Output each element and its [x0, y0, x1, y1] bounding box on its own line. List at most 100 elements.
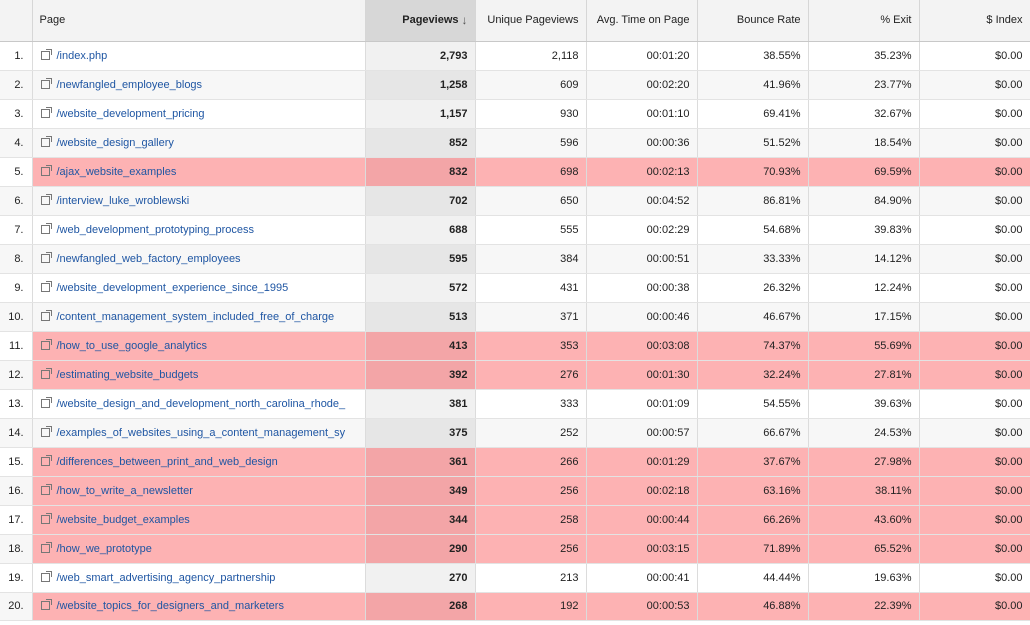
page-link[interactable]: /index.php	[56, 49, 108, 62]
table-row: 17. /website_budget_examples 344 258 00:00:4…	[0, 505, 1030, 535]
unique-pageviews-cell: 698	[475, 157, 587, 187]
page-link[interactable]: /newfangled_employee_blogs	[56, 78, 203, 91]
page-link[interactable]: /content_management_system_included_free…	[56, 310, 335, 323]
header-bounce-rate-label: Bounce Rate	[736, 14, 801, 27]
table-row: 16. /how_to_write_a_newsletter 349 256 00:02…	[0, 476, 1030, 506]
page-cell: /content_management_system_included_free…	[32, 302, 366, 332]
table-row: 5. /ajax_website_examples 832 698 00:02:13 70…	[0, 157, 1030, 187]
avg-time-cell: 00:03:08	[586, 331, 698, 361]
page-link[interactable]: /website_budget_examples	[56, 513, 190, 526]
row-number: 9.	[0, 273, 33, 303]
open-external-icon[interactable]	[40, 454, 52, 466]
page-link[interactable]: /newfangled_web_factory_employees	[56, 252, 241, 265]
page-link[interactable]: /website_design_gallery	[56, 136, 174, 149]
bounce-rate-cell: 33.33%	[697, 244, 809, 274]
open-external-icon[interactable]	[40, 541, 52, 553]
pageviews-cell: 702	[365, 186, 476, 216]
row-number: 11.	[0, 331, 33, 361]
unique-pageviews-cell: 596	[475, 128, 587, 158]
open-external-icon[interactable]	[40, 106, 52, 118]
page-link[interactable]: /website_development_experience_since_19…	[56, 281, 289, 294]
page-link[interactable]: /how_we_prototype	[56, 542, 152, 555]
table-row: 1. /index.php 2,793 2,118 00:01:20 38.55% 35.2…	[0, 41, 1030, 71]
header-page[interactable]: Page	[32, 0, 366, 42]
exit-cell: 39.83%	[808, 215, 920, 245]
table-row: 9. /website_development_experience_since_…	[0, 273, 1030, 303]
open-external-icon[interactable]	[40, 396, 52, 408]
exit-cell: 23.77%	[808, 70, 920, 100]
avg-time-cell: 00:00:57	[586, 418, 698, 448]
header-unique-pageviews-label: Unique Pageviews	[487, 14, 579, 27]
open-external-icon[interactable]	[40, 425, 52, 437]
table-row: 10. /content_management_system_included_f…	[0, 302, 1030, 332]
bounce-rate-cell: 51.52%	[697, 128, 809, 158]
avg-time-cell: 00:04:52	[586, 186, 698, 216]
page-link[interactable]: /how_to_use_google_analytics	[56, 339, 207, 352]
exit-cell: 43.60%	[808, 505, 920, 535]
table-row: 19. /web_smart_advertising_agency_partner…	[0, 563, 1030, 593]
exit-cell: 22.39%	[808, 592, 920, 621]
page-link[interactable]: /ajax_website_examples	[56, 165, 177, 178]
page-link[interactable]: /how_to_write_a_newsletter	[56, 484, 193, 497]
exit-cell: 69.59%	[808, 157, 920, 187]
open-external-icon[interactable]	[40, 164, 52, 176]
table-row: 6. /interview_luke_wroblewski 702 650 00:04:…	[0, 186, 1030, 216]
avg-time-cell: 00:02:13	[586, 157, 698, 187]
row-number: 19.	[0, 563, 33, 593]
exit-cell: 12.24%	[808, 273, 920, 303]
avg-time-cell: 00:02:29	[586, 215, 698, 245]
pageviews-cell: 832	[365, 157, 476, 187]
avg-time-cell: 00:00:53	[586, 592, 698, 621]
header-index[interactable]: $ Index	[919, 0, 1030, 42]
unique-pageviews-cell: 333	[475, 389, 587, 419]
exit-cell: 27.81%	[808, 360, 920, 390]
avg-time-cell: 00:01:29	[586, 447, 698, 477]
page-link[interactable]: /website_development_pricing	[56, 107, 205, 120]
page-cell: /newfangled_web_factory_employees	[32, 244, 366, 274]
header-bounce-rate[interactable]: Bounce Rate	[697, 0, 809, 42]
open-external-icon[interactable]	[40, 309, 52, 321]
page-link[interactable]: /examples_of_websites_using_a_content_ma…	[56, 426, 346, 439]
bounce-rate-cell: 41.96%	[697, 70, 809, 100]
open-external-icon[interactable]	[40, 338, 52, 350]
open-external-icon[interactable]	[40, 512, 52, 524]
bounce-rate-cell: 86.81%	[697, 186, 809, 216]
open-external-icon[interactable]	[40, 367, 52, 379]
header-avg-time[interactable]: Avg. Time on Page	[586, 0, 698, 42]
open-external-icon[interactable]	[40, 251, 52, 263]
page-cell: /ajax_website_examples	[32, 157, 366, 187]
open-external-icon[interactable]	[40, 48, 52, 60]
open-external-icon[interactable]	[40, 599, 52, 610]
page-link[interactable]: /estimating_website_budgets	[56, 368, 199, 381]
header-exit[interactable]: % Exit	[808, 0, 920, 42]
pageviews-cell: 349	[365, 476, 476, 506]
exit-cell: 39.63%	[808, 389, 920, 419]
page-link[interactable]: /website_topics_for_designers_and_market…	[56, 600, 284, 612]
header-unique-pageviews[interactable]: Unique Pageviews	[475, 0, 587, 42]
page-link[interactable]: /web_smart_advertising_agency_partnershi…	[56, 571, 276, 584]
row-number: 14.	[0, 418, 33, 448]
page-link[interactable]: /web_development_prototyping_process	[56, 223, 255, 236]
open-external-icon[interactable]	[40, 483, 52, 495]
open-external-icon[interactable]	[40, 280, 52, 292]
page-link[interactable]: /interview_luke_wroblewski	[56, 194, 190, 207]
avg-time-cell: 00:02:18	[586, 476, 698, 506]
unique-pageviews-cell: 213	[475, 563, 587, 593]
unique-pageviews-cell: 252	[475, 418, 587, 448]
table-row: 11. /how_to_use_google_analytics 413 353 00:…	[0, 331, 1030, 361]
open-external-icon[interactable]	[40, 193, 52, 205]
header-avg-time-label: Avg. Time on Page	[596, 14, 690, 27]
header-pageviews[interactable]: Pageviews ↓	[365, 0, 476, 42]
index-cell: $0.00	[919, 128, 1030, 158]
row-number: 17.	[0, 505, 33, 535]
page-link[interactable]: /website_design_and_development_north_ca…	[56, 397, 346, 410]
open-external-icon[interactable]	[40, 222, 52, 234]
open-external-icon[interactable]	[40, 135, 52, 147]
unique-pageviews-cell: 258	[475, 505, 587, 535]
page-cell: /how_to_use_google_analytics	[32, 331, 366, 361]
bounce-rate-cell: 54.68%	[697, 215, 809, 245]
open-external-icon[interactable]	[40, 77, 52, 89]
open-external-icon[interactable]	[40, 570, 52, 582]
page-link[interactable]: /differences_between_print_and_web_desig…	[56, 455, 278, 468]
index-cell: $0.00	[919, 389, 1030, 419]
